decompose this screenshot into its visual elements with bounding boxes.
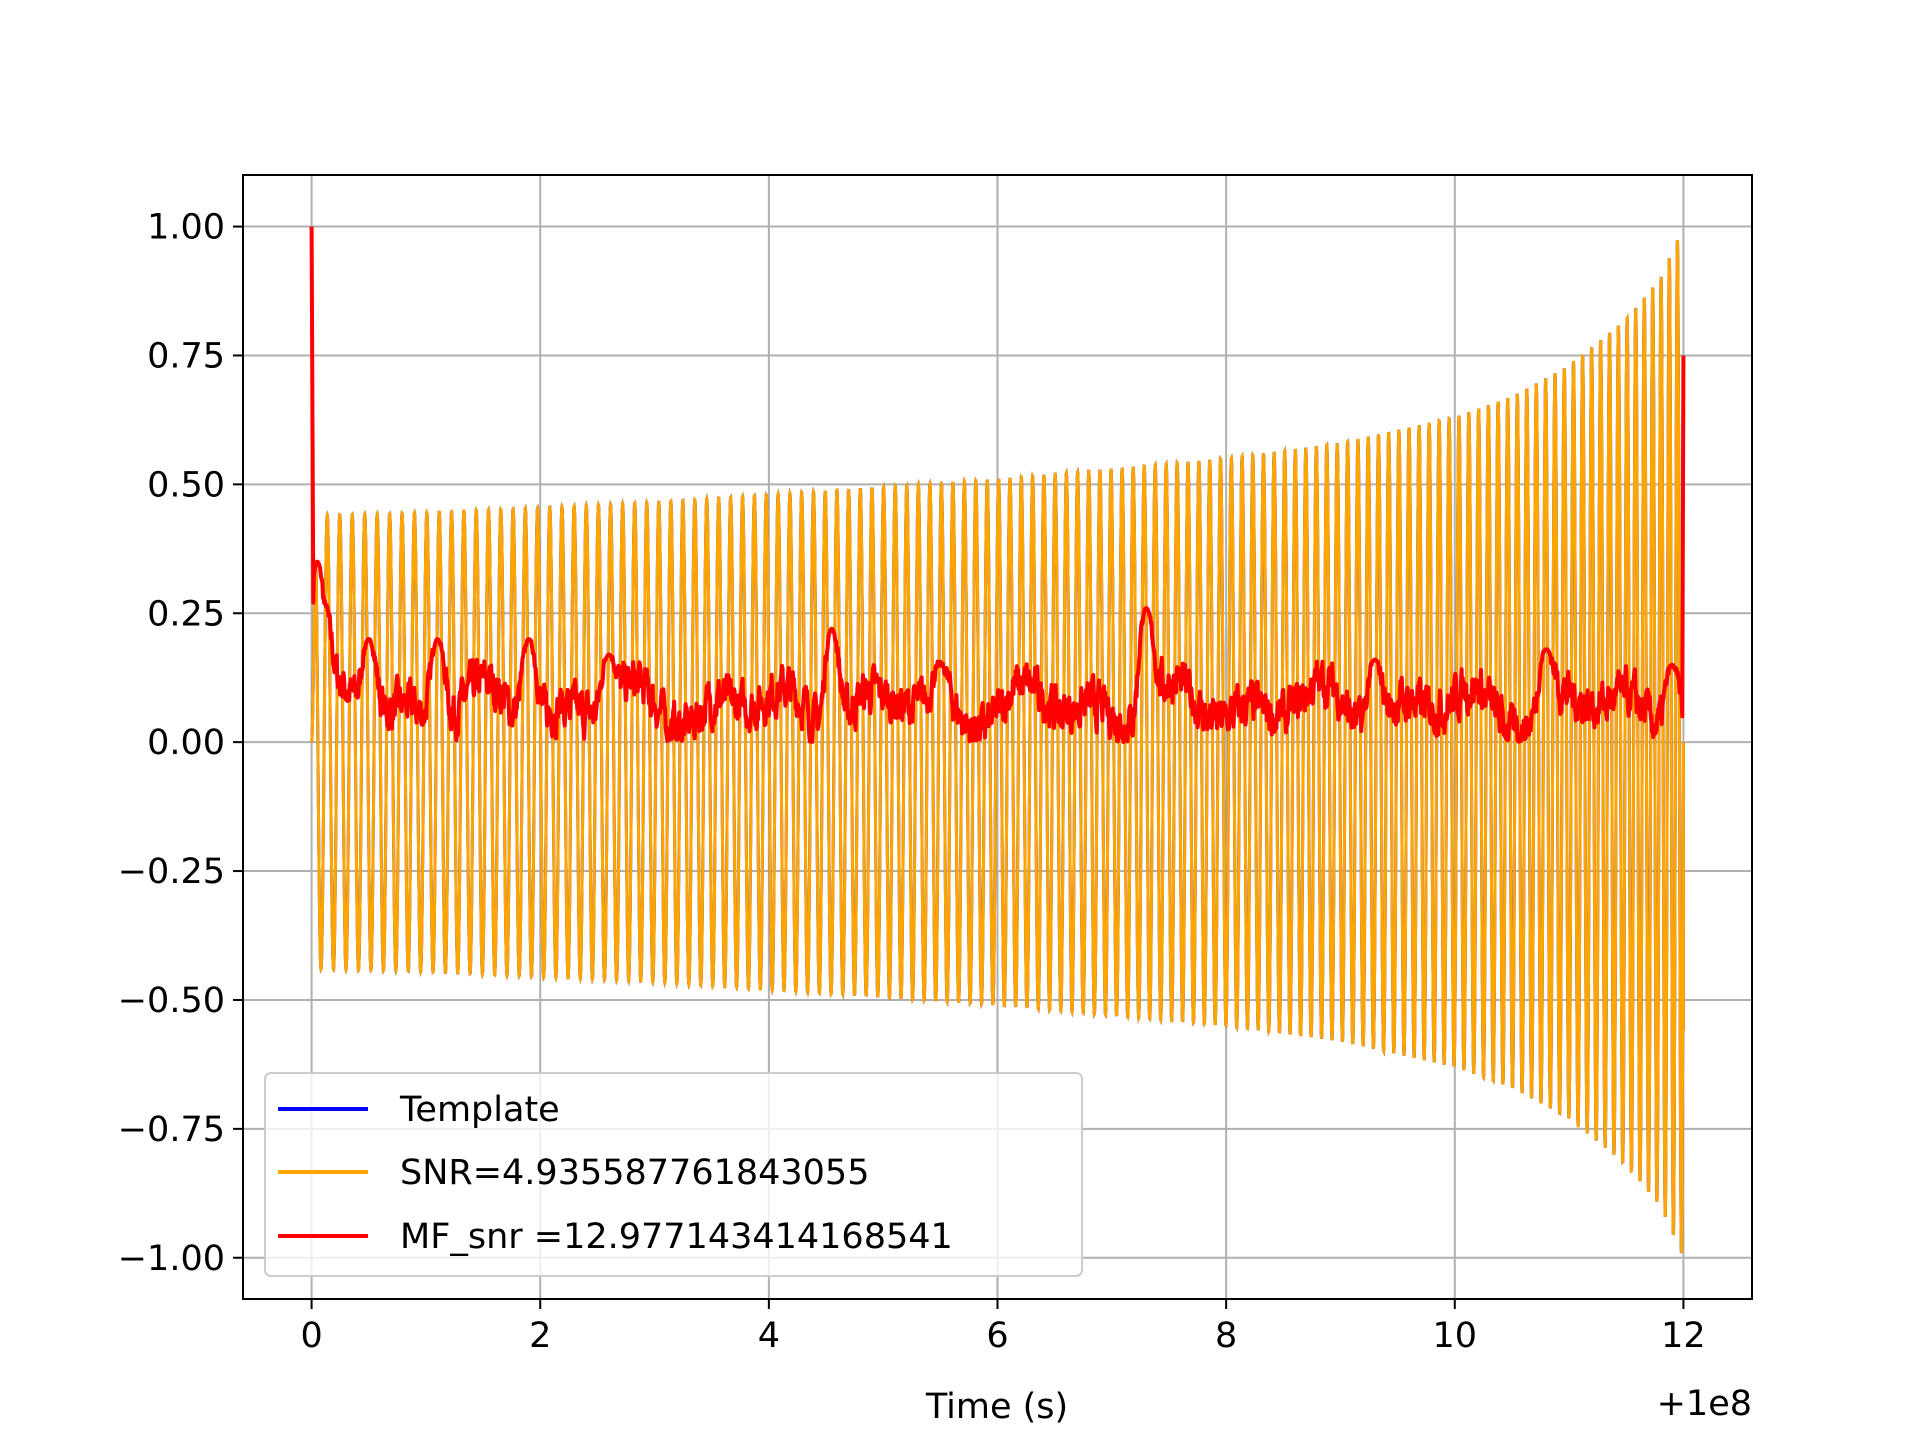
x-axis-offset-label: +1e8 [1657,1384,1752,1424]
y-tick-label: 0.50 [147,465,225,505]
x-axis: 0 2 4 6 8 10 12 [300,1299,1706,1356]
plot-area [309,226,1686,1254]
x-axis-label: Time (s) [925,1387,1068,1427]
x-tick-label: 12 [1661,1316,1706,1356]
series-mf-snr [309,226,1686,744]
legend-label-template: Template [399,1090,560,1130]
x-tick-label: 6 [986,1316,1008,1356]
y-tick-label: −0.75 [118,1110,225,1150]
x-tick-label: 8 [1215,1316,1237,1356]
y-tick-label: 1.00 [147,208,225,248]
legend-label-mf-snr: MF_snr =12.977143414168541 [400,1217,953,1257]
mf-snr-line [309,226,1686,744]
x-tick-label: 10 [1432,1316,1477,1356]
legend: Template SNR=4.935587761843055 MF_snr =1… [264,1072,1083,1277]
x-tick-label: 0 [300,1316,322,1356]
legend-box [264,1072,1083,1277]
y-tick-label: −0.50 [118,981,225,1021]
y-tick-label: 0.25 [147,594,225,634]
x-tick-label: 4 [758,1316,780,1356]
y-tick-label: 0.00 [147,723,225,763]
legend-label-snr: SNR=4.935587761843055 [400,1153,869,1193]
y-tick-label: −1.00 [118,1239,225,1279]
y-axis: 1.00 0.75 0.50 0.25 0.00 −0.25 −0.50 −0.75 −1.00 [118,208,243,1279]
y-tick-label: −0.25 [118,852,225,892]
y-tick-label: 0.75 [147,336,225,376]
x-tick-label: 2 [529,1316,551,1356]
